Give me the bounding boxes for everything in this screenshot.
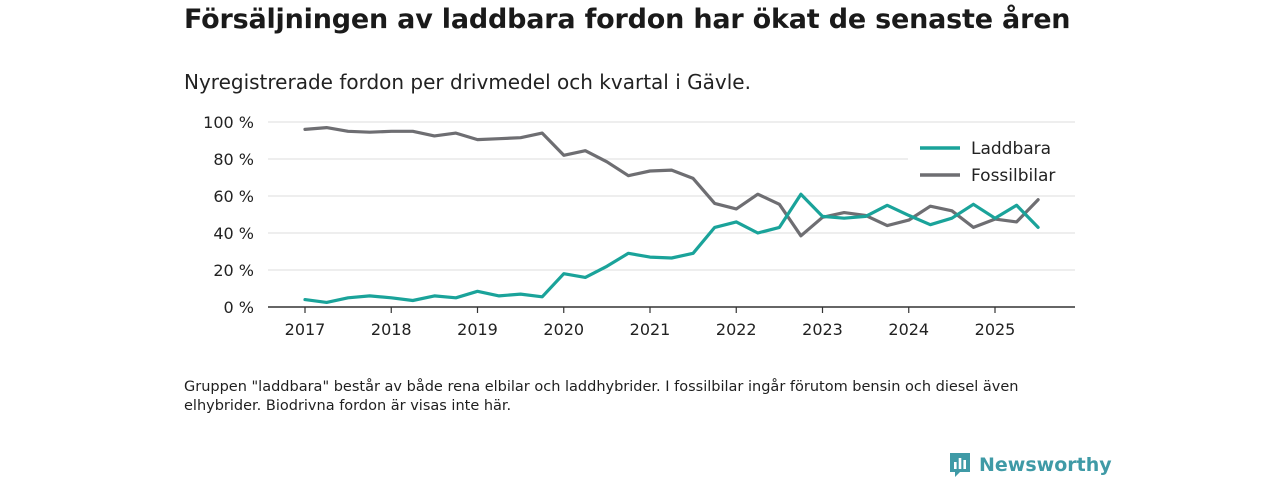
x-tick-label: 2017: [285, 320, 326, 339]
legend-label: Laddbara: [971, 139, 1051, 159]
brand-name: Newsworthy: [979, 454, 1112, 476]
x-tick-label: 2021: [630, 320, 671, 339]
newsworthy-logo-icon: [950, 453, 970, 477]
series-layer: [303, 125, 1040, 304]
line-chart: 0 % 20 % 40 % 60 % 80 % 100 % 2017 2018 2019 2020…: [203, 113, 1076, 339]
y-tick-label: 40 %: [213, 224, 254, 243]
x-tick-label: 2024: [888, 320, 929, 339]
x-tick-label: 2025: [975, 320, 1016, 339]
brand: Newsworthy: [948, 451, 1112, 479]
legend: Laddbara Fossilbilar: [908, 132, 1076, 192]
y-tick-label: 100 %: [203, 113, 254, 132]
y-tick-label: 60 %: [213, 187, 254, 206]
x-tick-label: 2022: [716, 320, 757, 339]
axis-layer: 0 % 20 % 40 % 60 % 80 % 100 % 2017 2018 2019 2020…: [203, 113, 1075, 339]
legend-label: Fossilbilar: [971, 166, 1055, 186]
y-tick-label: 0 %: [224, 298, 254, 317]
x-tick-label: 2020: [543, 320, 584, 339]
chart-title: Försäljningen av laddbara fordon har öka…: [184, 4, 1071, 35]
y-tick-label: 20 %: [213, 261, 254, 280]
chart-subtitle: Nyregistrerade fordon per drivmedel och …: [184, 70, 751, 94]
x-tick-label: 2023: [802, 320, 843, 339]
y-tick-label: 80 %: [213, 150, 254, 169]
footnote: Gruppen "laddbara" består av både rena e…: [184, 379, 1019, 414]
x-tick-label: 2018: [371, 320, 412, 339]
series-line-fossilbilar: [303, 125, 1040, 238]
series-line-laddbara: [303, 192, 1040, 304]
x-tick-label: 2019: [457, 320, 498, 339]
